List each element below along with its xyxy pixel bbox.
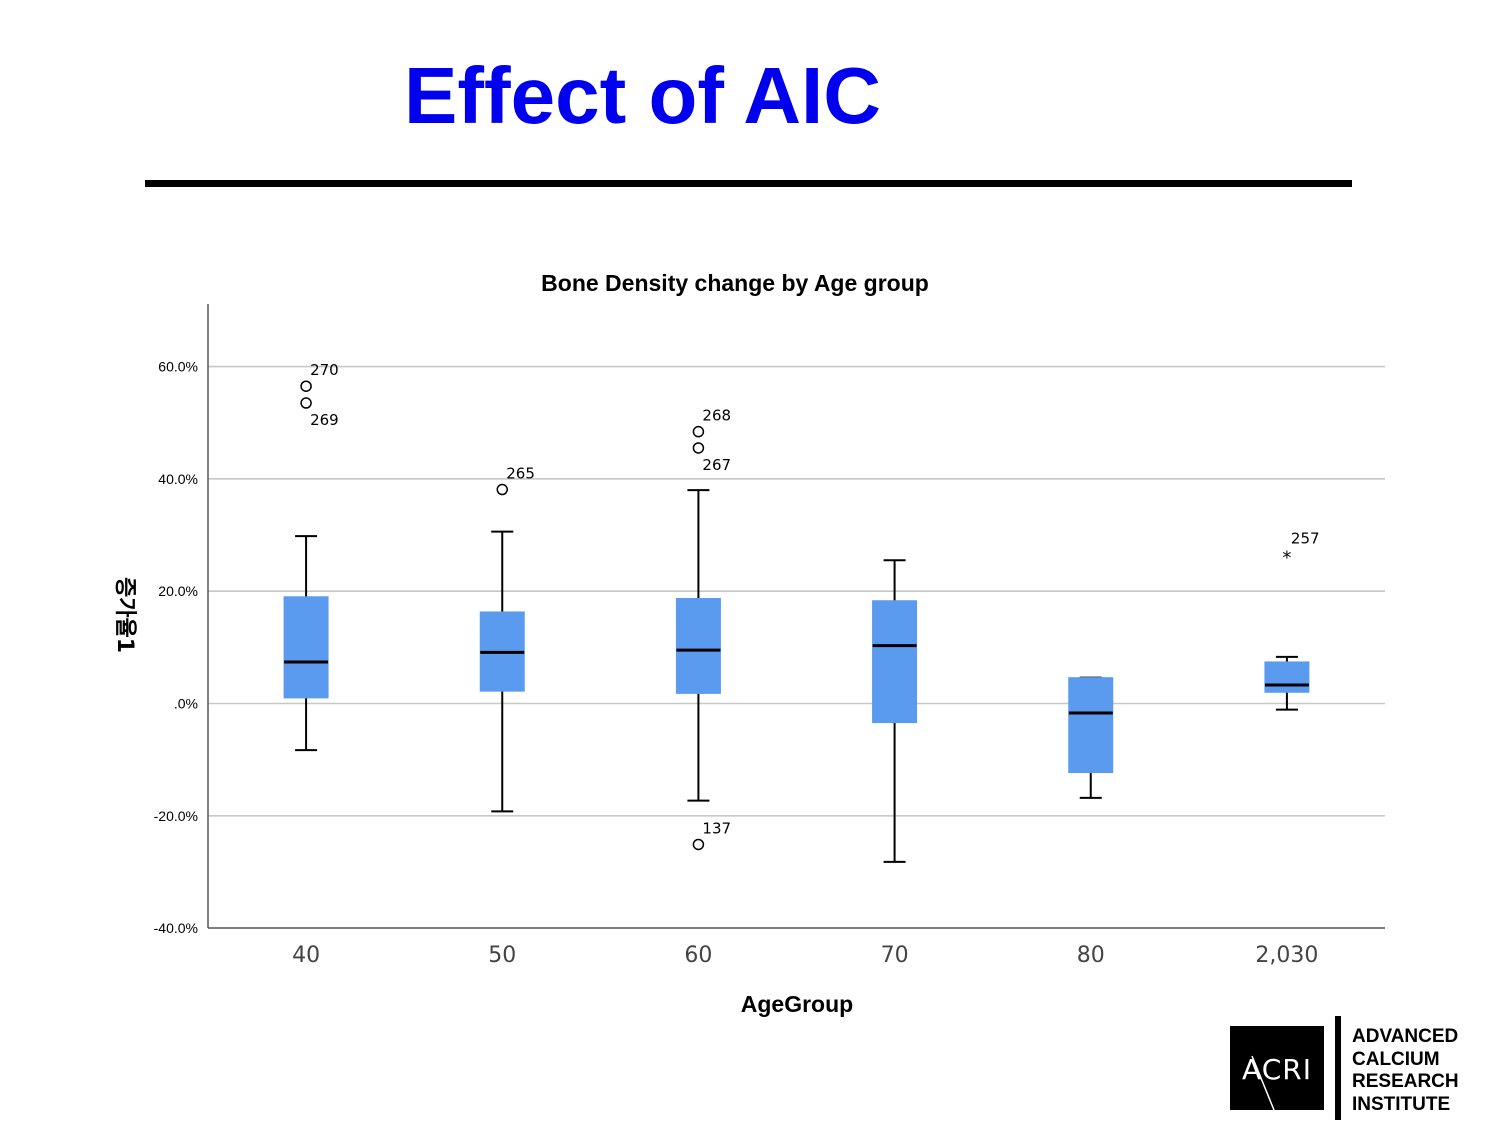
box-70 — [872, 559, 918, 863]
outlier-marker — [300, 380, 312, 392]
outlier-label: 137 — [702, 819, 731, 837]
y-tick-label: 60.0% — [158, 359, 198, 375]
outlier-label: 269 — [310, 411, 339, 429]
box-80 — [1068, 676, 1114, 799]
axes: 60.0% 40.0% 20.0% .0% -20.0% -40.0% 40 50 60 70 80… — [154, 304, 1385, 968]
box-series — [283, 489, 1310, 863]
y-tick-label: 40.0% — [158, 471, 198, 487]
logo-line: ADVANCED — [1352, 1026, 1459, 1047]
x-tick-label: 70 — [881, 943, 909, 968]
outlier-label: 270 — [310, 361, 339, 379]
box-2030 — [1264, 655, 1310, 711]
x-tick-label: 2,030 — [1255, 943, 1318, 968]
outlier-extreme-marker: * — [1282, 548, 1291, 569]
y-tick-label: .0% — [174, 696, 198, 712]
y-tick-label: -40.0% — [154, 920, 198, 936]
iqr-box — [1068, 677, 1114, 774]
outlier-marker — [692, 425, 705, 438]
outliers: 270 269 265 268 267 137 *257 — [300, 361, 1320, 851]
chart-title: Bone Density change by Age group — [541, 270, 929, 296]
iqr-box — [872, 600, 918, 724]
acri-logo-mark: ACRI — [1230, 1026, 1324, 1111]
title-divider — [145, 180, 1352, 187]
x-tick-label: 60 — [684, 943, 712, 968]
logo-institute-name: ADVANCED CALCIUM RESEARCH INSTITUTE — [1352, 1026, 1459, 1116]
outlier-marker — [496, 483, 508, 496]
outlier-marker — [300, 397, 312, 409]
x-tick-label: 40 — [292, 943, 320, 968]
logo-line: RESEARCH — [1352, 1071, 1459, 1092]
outlier-label: 257 — [1291, 530, 1320, 548]
boxplot-chart: Bone Density change by Age group 60.0%40… — [112, 270, 1385, 1017]
acri-logo-graphic: ACRI — [1242, 1053, 1311, 1111]
box-40 — [283, 535, 329, 752]
iqr-box — [675, 597, 721, 694]
y-tick-label: -20.0% — [154, 808, 198, 824]
logo-line: INSTITUTE — [1352, 1093, 1451, 1115]
x-axis-title: AgeGroup — [741, 991, 853, 1017]
grid-lines — [208, 365, 1385, 817]
iqr-box — [283, 596, 329, 699]
outlier-marker — [692, 442, 705, 454]
box-60 — [675, 489, 721, 802]
logo-line: CALCIUM — [1352, 1048, 1440, 1070]
outlier-label: 267 — [702, 456, 731, 474]
x-tick-label: 80 — [1077, 943, 1105, 968]
slide-title: Effect of AIC — [404, 51, 882, 140]
outlier-label: 268 — [702, 407, 731, 425]
outlier-label: 265 — [506, 465, 535, 483]
box-50 — [479, 530, 525, 813]
outlier-marker — [692, 838, 705, 851]
iqr-box — [1264, 661, 1310, 693]
y-axis-title: 증가율1 — [112, 577, 137, 653]
x-tick-label: 50 — [488, 943, 516, 968]
logo-divider — [1335, 1016, 1341, 1120]
y-tick-label: 20.0% — [158, 583, 198, 599]
